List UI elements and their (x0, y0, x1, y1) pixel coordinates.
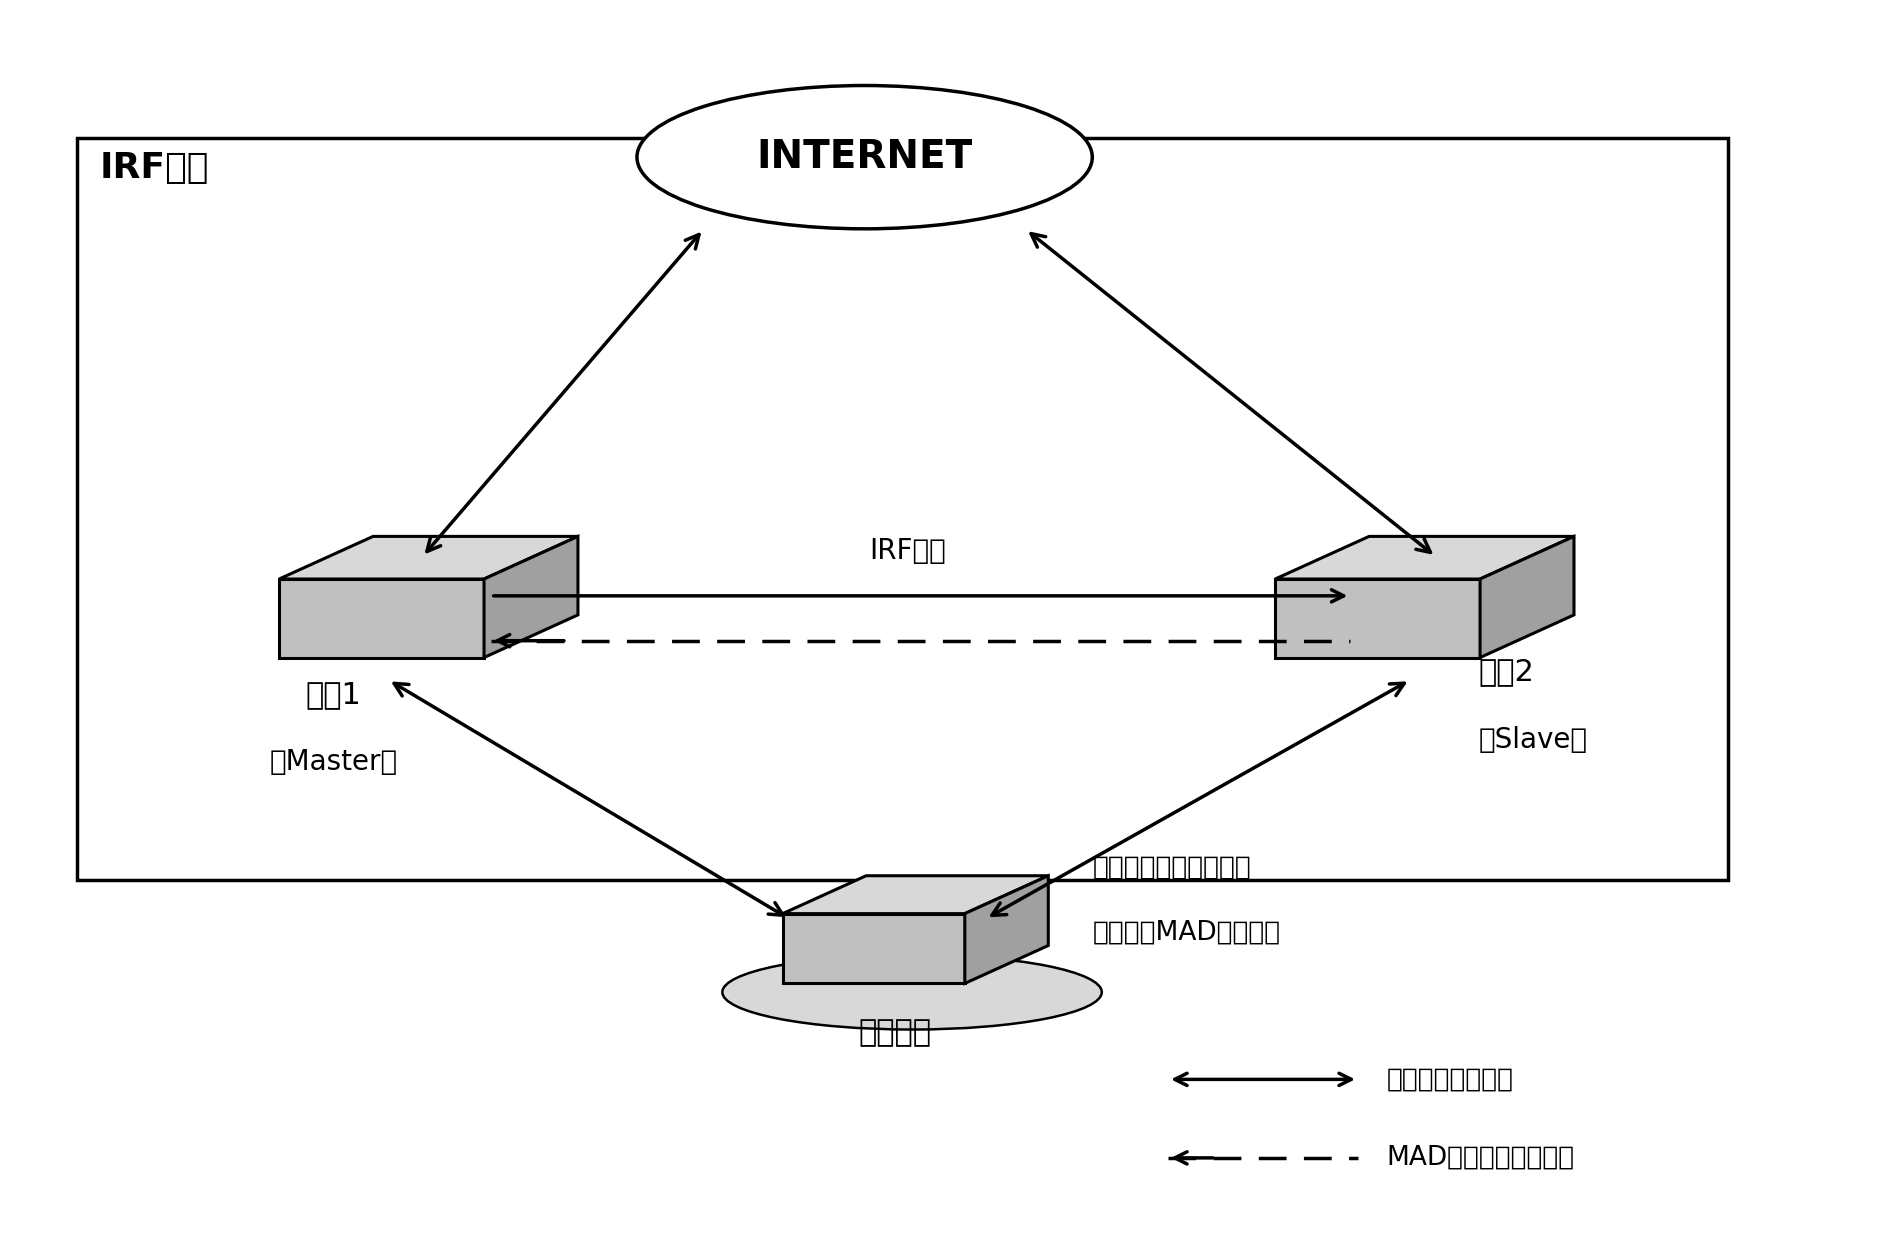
Text: IRF链路: IRF链路 (868, 537, 946, 565)
Bar (78, 139, 1727, 881)
Ellipse shape (636, 85, 1092, 229)
Polygon shape (279, 580, 484, 657)
Polygon shape (1480, 536, 1573, 657)
Text: 业务报文传输路径: 业务报文传输路径 (1387, 1067, 1514, 1093)
Text: 中间设备: 中间设备 (859, 1018, 931, 1048)
Polygon shape (279, 536, 578, 580)
Text: 接入设备上聚合链路，: 接入设备上聚合链路， (1092, 856, 1250, 881)
Polygon shape (783, 913, 965, 983)
Text: IRF系统: IRF系统 (101, 151, 209, 185)
Ellipse shape (722, 954, 1102, 1029)
Text: MAD检测报文传输路径: MAD检测报文传输路径 (1387, 1145, 1575, 1170)
Text: INTERNET: INTERNET (756, 139, 973, 176)
Polygon shape (484, 536, 578, 657)
Text: 同时传输MAD检测报文: 同时传输MAD检测报文 (1092, 919, 1281, 945)
Text: （Master）: （Master） (270, 748, 397, 777)
Polygon shape (1275, 536, 1573, 580)
Polygon shape (783, 876, 1049, 913)
Text: 设备2: 设备2 (1478, 657, 1535, 687)
Polygon shape (1275, 580, 1480, 657)
Text: 设备1: 设备1 (306, 679, 361, 709)
Text: （Slave）: （Slave） (1478, 726, 1586, 754)
Polygon shape (965, 876, 1049, 983)
